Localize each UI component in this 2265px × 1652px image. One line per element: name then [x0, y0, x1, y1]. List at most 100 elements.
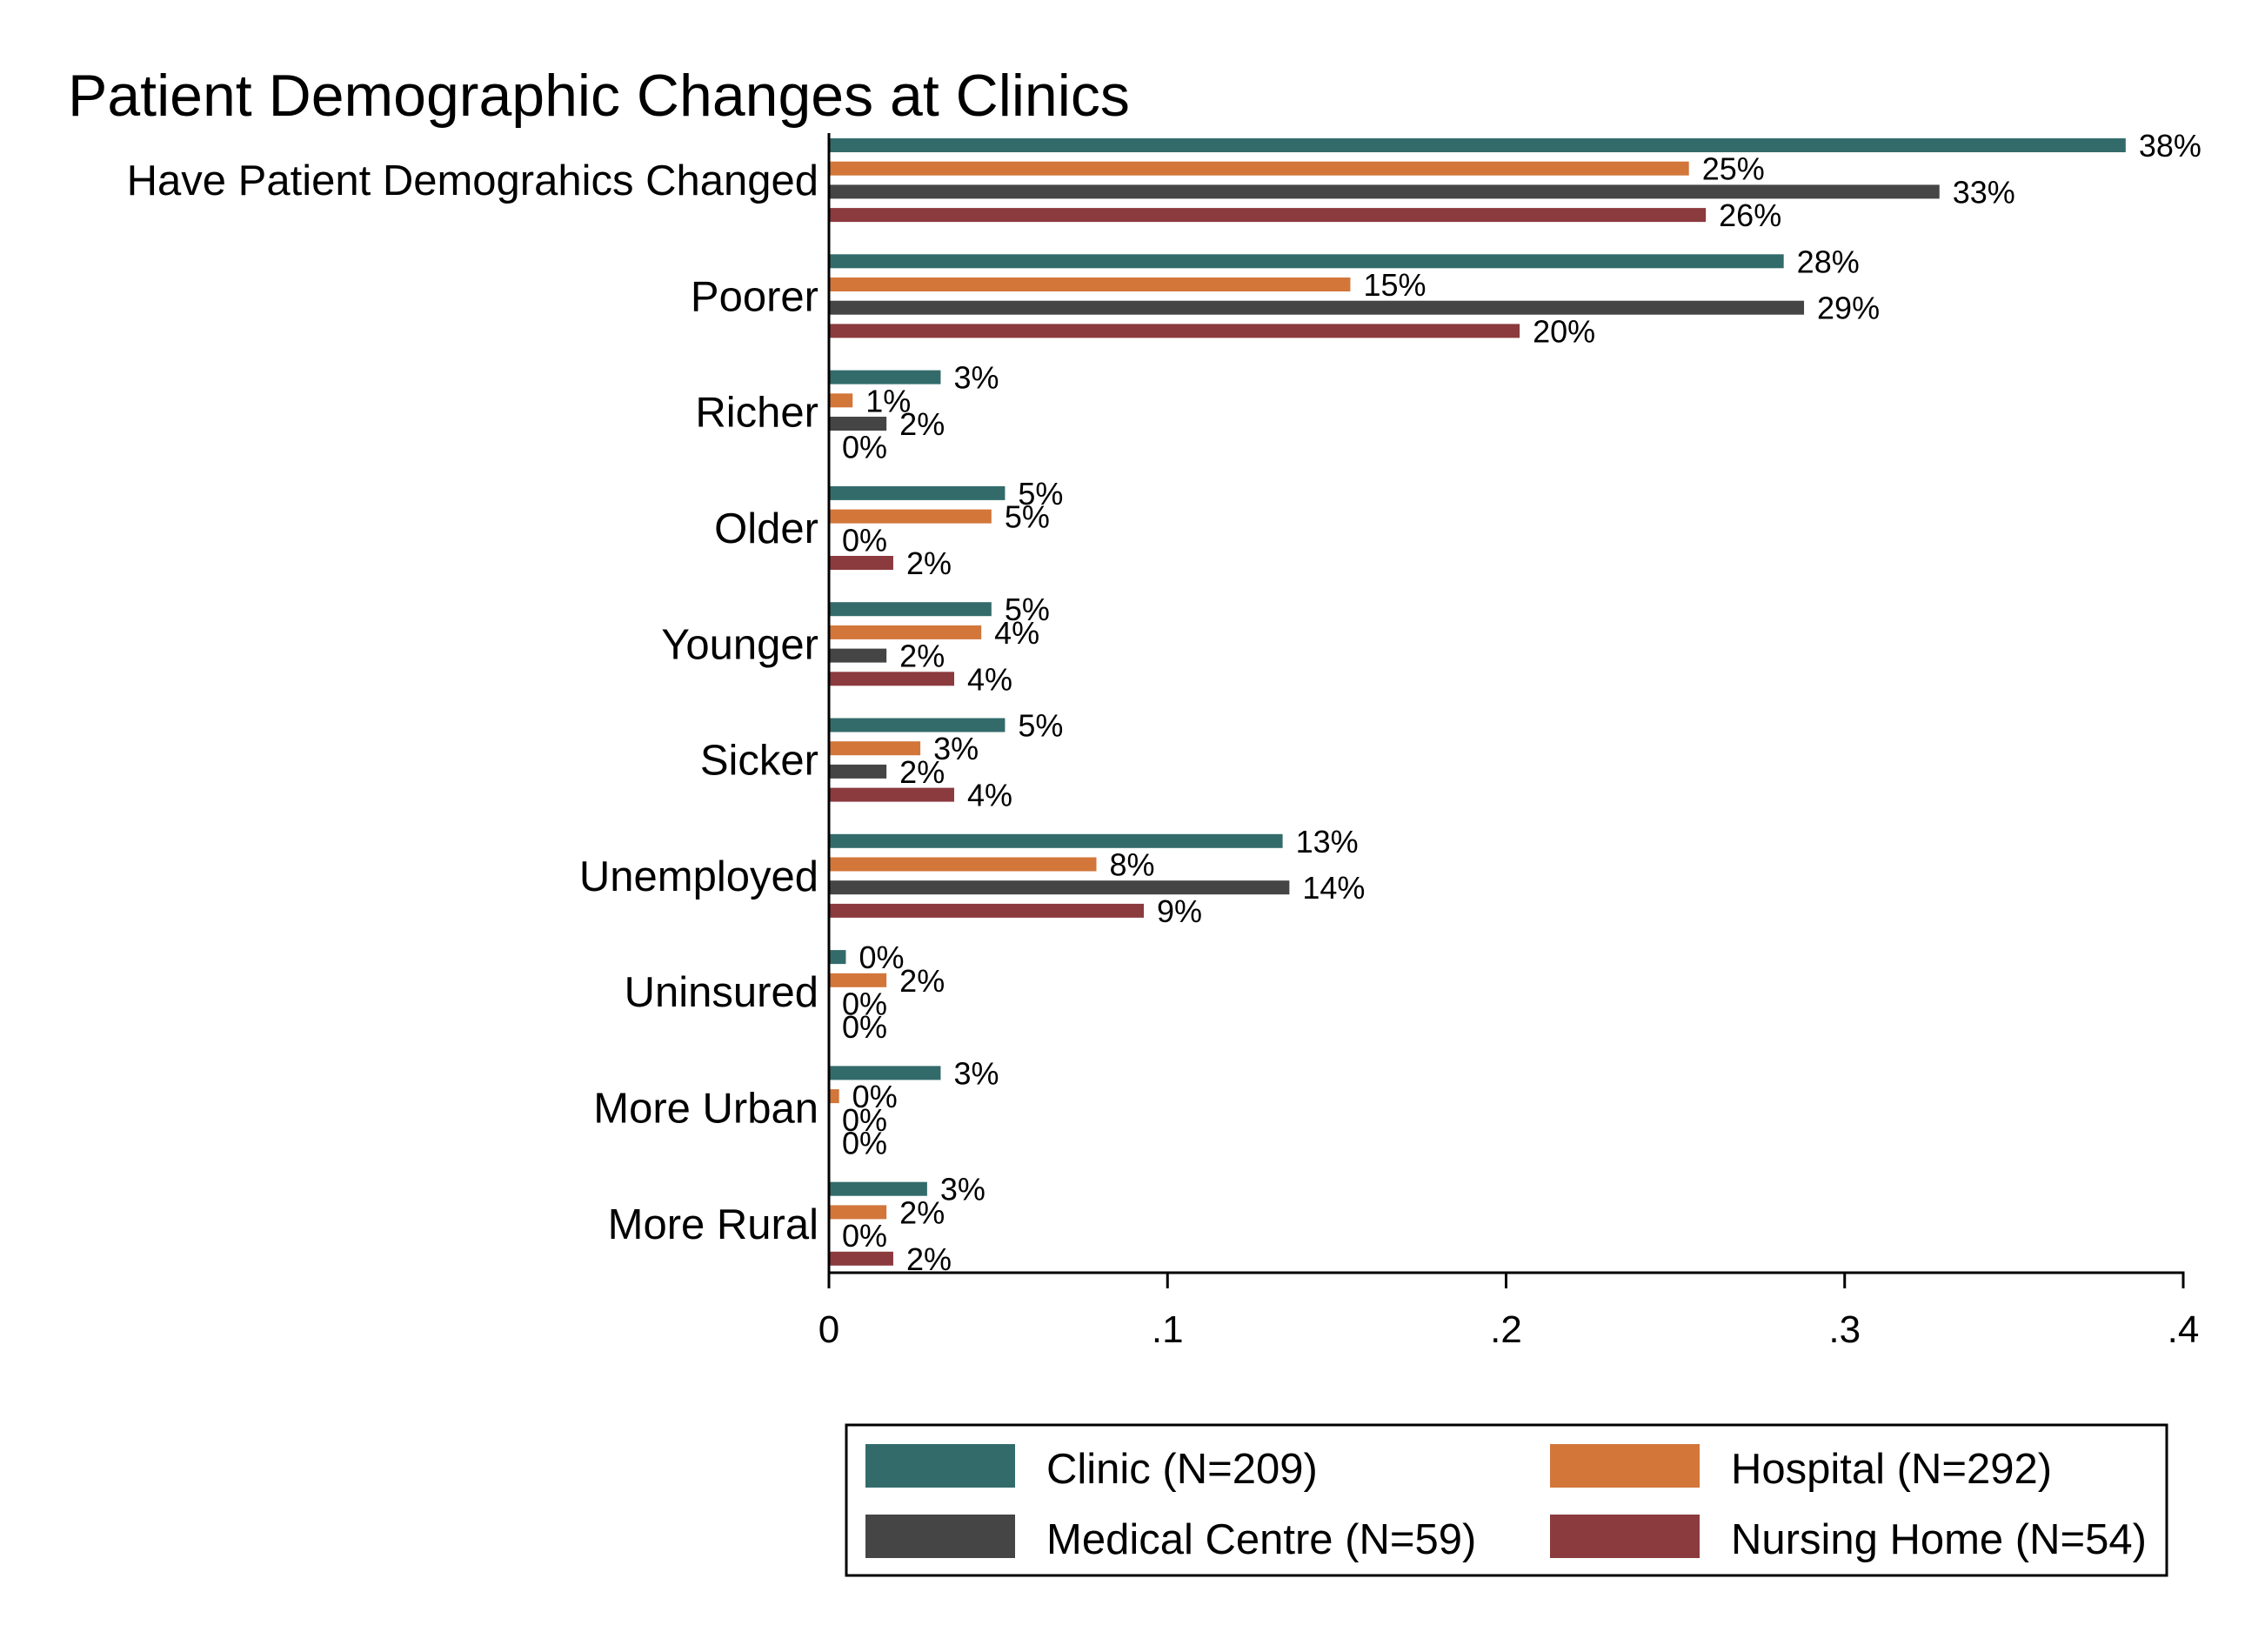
x-tick-label: .2 [1490, 1308, 1522, 1351]
data-label-medical-centre-n-59-sicker: 2% [899, 754, 945, 790]
data-label-clinic-n-209-have-patient-demograhics-changed: 38% [2139, 128, 2202, 164]
data-label-clinic-n-209-more-urban: 3% [953, 1055, 999, 1091]
bar-medical-centre-n-59-younger [829, 648, 887, 663]
data-label-hospital-n-292-poorer: 15% [1363, 267, 1426, 303]
data-label-hospital-n-292-older: 5% [1005, 499, 1050, 535]
bar-nursing-home-n-54-poorer [829, 324, 1520, 338]
bar-clinic-n-209-unemployed [829, 833, 1283, 848]
bar-hospital-n-292-poorer [829, 278, 1351, 291]
category-label-younger: Younger [661, 621, 818, 668]
data-label-hospital-n-292-sicker: 3% [933, 731, 979, 766]
data-label-hospital-n-292-more-urban: 0% [852, 1079, 898, 1114]
category-label-poorer: Poorer [691, 273, 818, 320]
bar-clinic-n-209-uninsured [829, 950, 846, 965]
bar-medical-centre-n-59-poorer [829, 300, 1805, 315]
data-label-nursing-home-n-54-more-rural: 2% [906, 1241, 952, 1277]
data-label-hospital-n-292-more-rural: 2% [899, 1194, 945, 1230]
data-label-clinic-n-209-poorer: 28% [1797, 244, 1860, 279]
x-tick-label: 0 [818, 1308, 839, 1351]
data-label-medical-centre-n-59-more-rural: 0% [842, 1218, 887, 1254]
legend-box [845, 1423, 2168, 1577]
data-label-clinic-n-209-uninsured: 0% [859, 940, 904, 975]
data-label-medical-centre-n-59-younger: 2% [899, 639, 945, 674]
data-label-medical-centre-n-59-more-urban: 0% [842, 1102, 887, 1138]
bar-medical-centre-n-59-sicker [829, 764, 887, 779]
bar-hospital-n-292-richer [829, 393, 853, 408]
legend-swatch-medical-centre-n-59 [865, 1515, 1015, 1558]
bar-medical-centre-n-59-richer [829, 417, 887, 431]
bar-hospital-n-292-younger [829, 625, 982, 639]
bar-clinic-n-209-poorer [829, 254, 1784, 269]
data-label-nursing-home-n-54-sicker: 4% [967, 778, 1012, 813]
bar-medical-centre-n-59-have-patient-demograhics-changed [829, 184, 1940, 199]
bar-clinic-n-209-more-rural [829, 1181, 927, 1196]
category-label-richer: Richer [695, 390, 818, 437]
legend-label-hospital-n-292: Hospital (N=292) [1731, 1446, 2052, 1493]
category-labels-layer: Have Patient Demograhics Changed Poorer Ri… [127, 157, 818, 1248]
data-label-medical-centre-n-59-have-patient-demograhics-changed: 33% [1953, 174, 2015, 210]
bar-nursing-home-n-54-unemployed [829, 903, 1145, 918]
category-label-have-patient-demograhics-changed: Have Patient Demograhics Changed [127, 157, 818, 204]
bar-nursing-home-n-54-older [829, 556, 893, 570]
data-label-medical-centre-n-59-poorer: 29% [1817, 291, 1880, 326]
category-label-unemployed: Unemployed [579, 853, 818, 900]
bar-nursing-home-n-54-have-patient-demograhics-changed [829, 208, 1707, 223]
bar-clinic-n-209-more-urban [829, 1066, 941, 1080]
data-label-hospital-n-292-uninsured: 2% [899, 963, 945, 999]
data-label-clinic-n-209-richer: 3% [953, 360, 999, 396]
bar-hospital-n-292-older [829, 509, 992, 524]
category-label-uninsured: Uninsured [625, 969, 818, 1016]
legend-label-clinic-n-209: Clinic (N=209) [1046, 1446, 1318, 1493]
bars-layer [829, 138, 2126, 1266]
bar-medical-centre-n-59-unemployed [829, 880, 1290, 895]
data-label-nursing-home-n-54-older: 2% [906, 545, 952, 581]
bar-clinic-n-209-younger [829, 602, 992, 617]
bar-clinic-n-209-sicker [829, 718, 1006, 732]
x-tick-label: .1 [1152, 1308, 1184, 1351]
bar-nursing-home-n-54-younger [829, 672, 955, 686]
data-label-medical-centre-n-59-older: 0% [842, 522, 887, 558]
data-label-nursing-home-n-54-uninsured: 0% [842, 1009, 887, 1045]
data-label-medical-centre-n-59-richer: 2% [899, 406, 945, 442]
data-label-clinic-n-209-more-rural: 3% [940, 1172, 986, 1207]
data-label-clinic-n-209-older: 5% [1018, 476, 1063, 512]
data-label-clinic-n-209-sicker: 5% [1018, 708, 1063, 744]
bar-hospital-n-292-unemployed [829, 857, 1097, 872]
x-tick-label: .3 [1828, 1308, 1861, 1351]
bar-hospital-n-292-more-rural [829, 1205, 887, 1220]
category-label-sicker: Sicker [700, 738, 818, 785]
data-label-hospital-n-292-richer: 1% [865, 383, 911, 418]
x-tick-label: .4 [2168, 1308, 2200, 1351]
data-label-nursing-home-n-54-younger: 4% [967, 661, 1012, 697]
data-label-nursing-home-n-54-richer: 0% [842, 430, 887, 465]
legend-label-nursing-home-n-54: Nursing Home (N=54) [1731, 1516, 2147, 1563]
data-label-nursing-home-n-54-poorer: 20% [1533, 313, 1595, 349]
legend-swatch-nursing-home-n-54 [1550, 1515, 1700, 1558]
bar-hospital-n-292-uninsured [829, 973, 887, 987]
category-label-older: Older [714, 505, 818, 552]
data-labels-layer: 38%25%33%26%28%15%29%20%3%1%2%0%5%5%0%2%… [842, 128, 2202, 1277]
bar-hospital-n-292-sicker [829, 741, 921, 756]
data-label-clinic-n-209-unemployed: 13% [1296, 824, 1359, 859]
bar-nursing-home-n-54-more-rural [829, 1251, 893, 1266]
data-label-medical-centre-n-59-unemployed: 14% [1302, 870, 1365, 906]
legend-swatch-clinic-n-209 [865, 1444, 1015, 1488]
data-label-nursing-home-n-54-unemployed: 9% [1157, 893, 1202, 929]
bar-clinic-n-209-older [829, 485, 1006, 500]
legend-swatch-hospital-n-292 [1550, 1444, 1700, 1488]
category-label-more-rural: More Rural [608, 1201, 818, 1248]
data-label-hospital-n-292-younger: 4% [994, 615, 1039, 651]
data-label-clinic-n-209-younger: 5% [1005, 592, 1050, 627]
data-label-nursing-home-n-54-have-patient-demograhics-changed: 26% [1719, 197, 1781, 233]
data-label-nursing-home-n-54-more-urban: 0% [842, 1126, 887, 1161]
data-label-medical-centre-n-59-uninsured: 0% [842, 987, 887, 1022]
bar-clinic-n-209-richer [829, 370, 941, 385]
legend: Clinic (N=209) Hospital (N=292) Medical Ce… [845, 1423, 2168, 1577]
bar-hospital-n-292-have-patient-demograhics-changed [829, 161, 1689, 176]
bar-clinic-n-209-have-patient-demograhics-changed [829, 138, 2126, 152]
bar-nursing-home-n-54-sicker [829, 787, 955, 802]
data-label-hospital-n-292-unemployed: 8% [1110, 847, 1155, 883]
